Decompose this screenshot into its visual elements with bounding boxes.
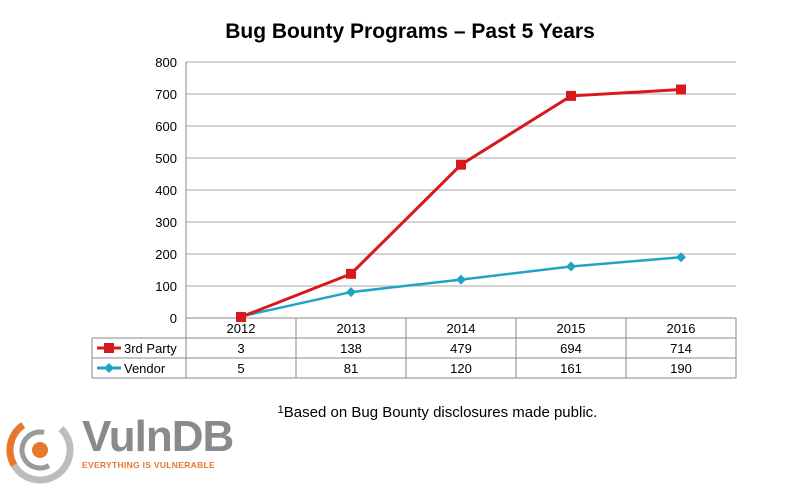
footnote: 1Based on Bug Bounty disclosures made pu…	[0, 404, 800, 421]
y-tick-label: 700	[155, 87, 177, 102]
x-category-label: 2012	[227, 321, 256, 336]
logo-tagline: EVERYTHING IS VULNERABLE	[82, 460, 215, 470]
table-value-cell: 5	[237, 361, 244, 376]
data-point	[566, 261, 576, 272]
table-value-cell: 81	[344, 361, 358, 376]
table-value-cell: 120	[450, 361, 472, 376]
vulndb-swirl-icon	[6, 416, 74, 484]
legend-key-marker	[104, 343, 114, 353]
data-point	[346, 268, 356, 279]
table-value-cell: 3	[237, 341, 244, 356]
footnote-text: Based on Bug Bounty disclosures made pub…	[283, 404, 598, 421]
data-point	[236, 312, 246, 323]
y-tick-label: 500	[155, 151, 177, 166]
y-tick-label: 800	[155, 55, 177, 70]
table-value-cell: 190	[670, 361, 692, 376]
y-tick-label: 200	[155, 247, 177, 262]
data-point	[456, 159, 466, 170]
table-value-cell: 714	[670, 341, 692, 356]
x-category-label: 2013	[337, 321, 366, 336]
footnote-marker: 1	[277, 404, 284, 416]
legend-key-marker	[104, 363, 114, 373]
data-point	[456, 274, 466, 285]
data-point	[346, 287, 356, 298]
table-value-cell: 138	[340, 341, 362, 356]
y-tick-label: 300	[155, 215, 177, 230]
vulndb-logo: VulnDB EVERYTHING IS VULNERABLE	[0, 410, 234, 491]
table-value-cell: 479	[450, 341, 472, 356]
x-category-label: 2015	[557, 321, 586, 336]
legend-series-name: 3rd Party	[124, 341, 177, 356]
table-value-cell: 161	[560, 361, 582, 376]
x-category-label: 2014	[447, 321, 476, 336]
data-point	[676, 84, 686, 95]
line-chart: 0 100 200 300 400 500 600 700 800 2012 2013 2014 201…	[91, 55, 737, 379]
y-tick-label: 400	[155, 183, 177, 198]
chart-title: Bug Bounty Programs – Past 5 Years	[225, 20, 595, 43]
data-point	[566, 90, 576, 101]
series-line-vendor	[240, 255, 682, 318]
y-tick-label: 600	[155, 119, 177, 134]
data-point	[676, 252, 686, 263]
table-value-cell: 694	[560, 341, 582, 356]
y-tick-label: 0	[170, 311, 177, 326]
legend-series-name: Vendor	[124, 361, 166, 376]
logo-name: VulnDB	[82, 412, 234, 461]
x-category-label: 2016	[667, 321, 696, 336]
y-tick-label: 100	[155, 279, 177, 294]
